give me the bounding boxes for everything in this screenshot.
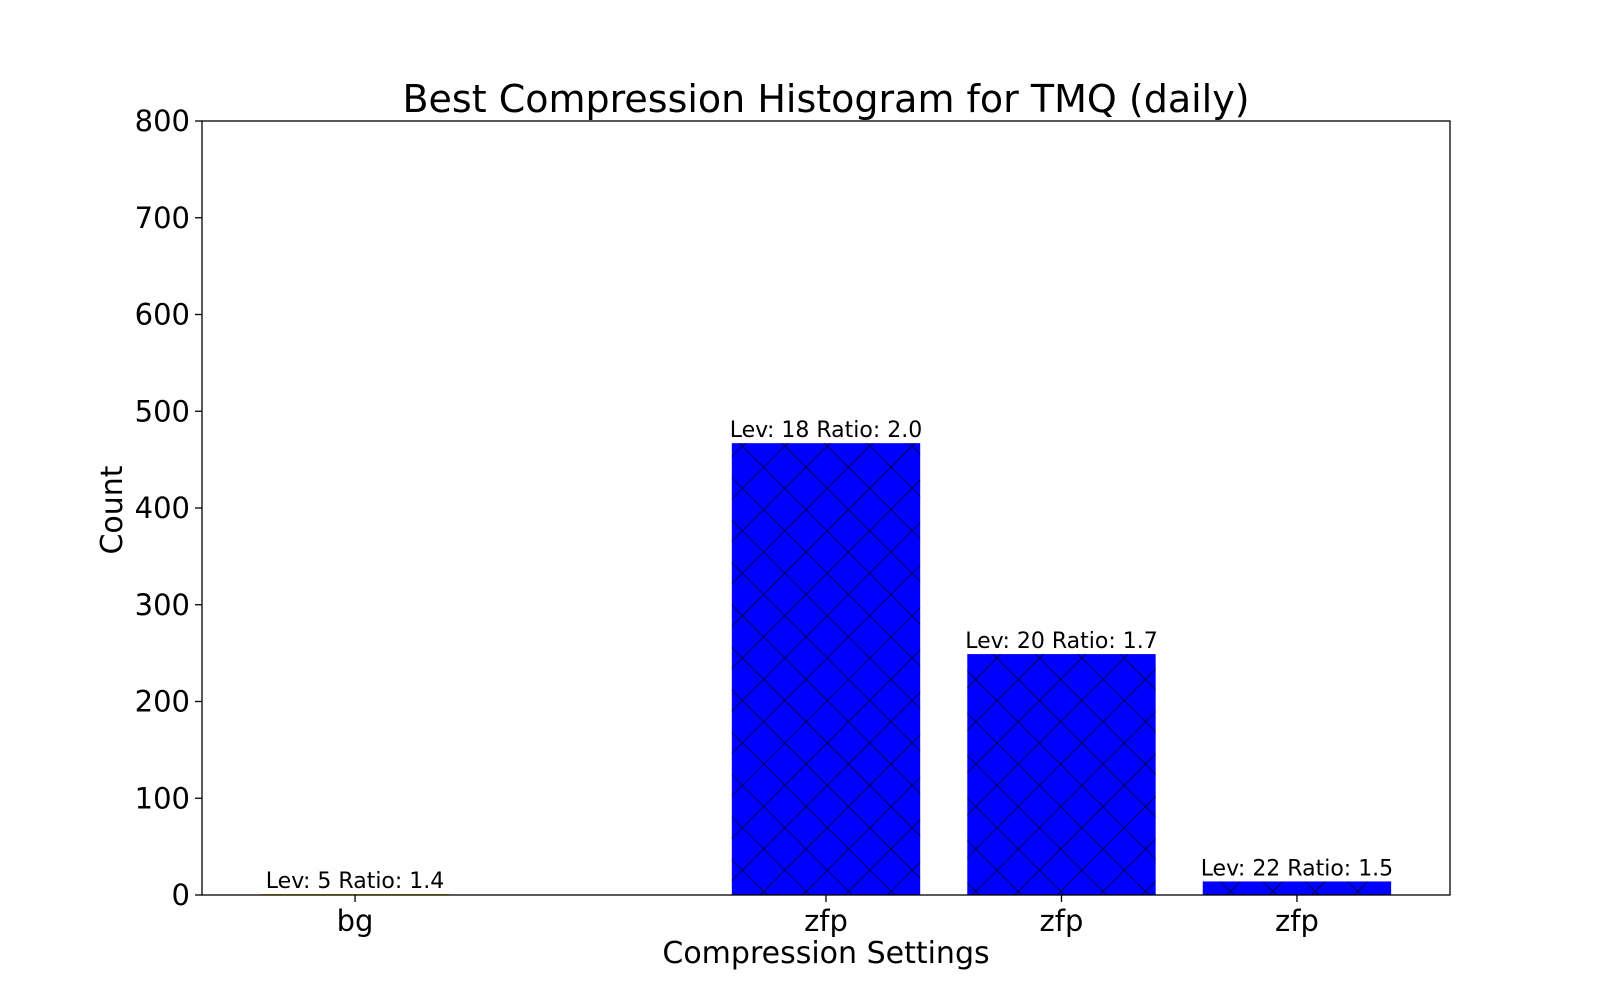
chart-title: Best Compression Histogram for TMQ (dail… [402, 77, 1249, 121]
x-tick-label-4: zfp [1275, 904, 1319, 938]
data-labels-layer: Lev: 5 Ratio: 1.4 Lev: 18 Ratio: 2.0 Lev: … [266, 418, 1393, 894]
bars-layer [260, 443, 1392, 895]
y-tick-label-8: 800 [135, 104, 190, 138]
x-axis: bg zfp zfp zfp [337, 895, 1319, 938]
y-axis-title: Count [95, 465, 130, 554]
bar-data-label-3: Lev: 20 Ratio: 1.7 [965, 629, 1158, 654]
y-tick-label-5: 500 [135, 394, 190, 428]
y-tick-label-6: 600 [135, 298, 190, 332]
x-tick-label-2: zfp [804, 904, 848, 938]
bar-data-label-4: Lev: 22 Ratio: 1.5 [1201, 856, 1394, 881]
bar-data-label-2: Lev: 18 Ratio: 2.0 [730, 418, 923, 443]
y-tick-label-7: 700 [135, 201, 190, 235]
bar-hatch-3 [967, 654, 1156, 895]
y-tick-label-1: 100 [135, 781, 190, 815]
x-tick-label-3: zfp [1040, 904, 1084, 938]
y-axis: 0 100 200 300 400 500 600 700 800 [135, 104, 202, 912]
bar-data-label-0: Lev: 5 Ratio: 1.4 [266, 869, 445, 894]
bar-hatch-4 [1202, 881, 1392, 895]
y-tick-label-3: 300 [135, 588, 190, 622]
y-tick-label-0: 0 [172, 878, 190, 912]
bar-hatch-2 [731, 443, 921, 895]
y-tick-label-2: 200 [135, 685, 190, 719]
y-tick-label-4: 400 [135, 491, 190, 525]
x-axis-title: Compression Settings [662, 936, 989, 971]
x-tick-label-0: bg [337, 904, 374, 938]
